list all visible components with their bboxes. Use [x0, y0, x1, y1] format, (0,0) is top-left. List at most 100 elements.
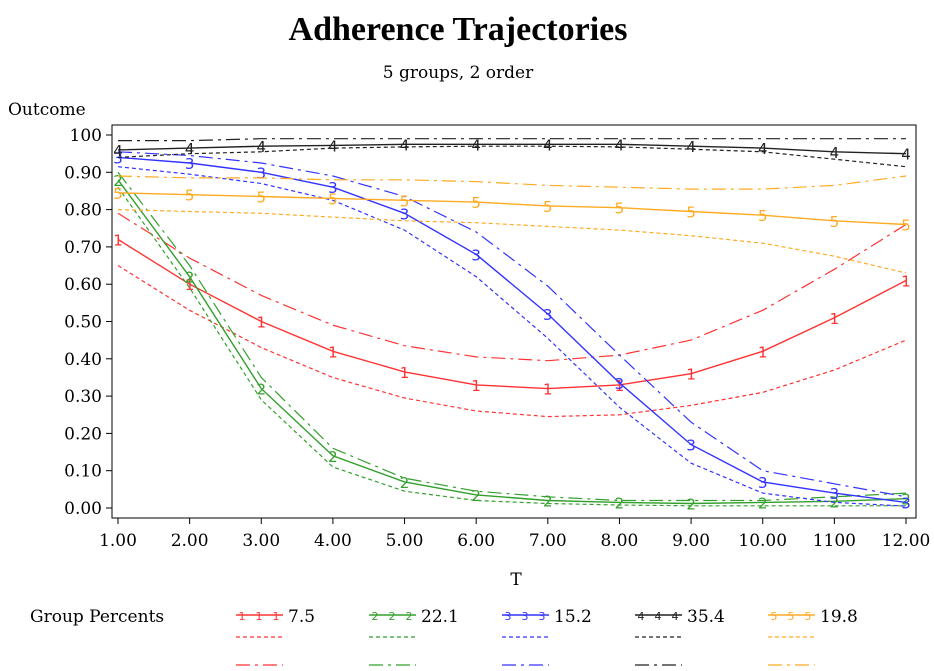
legend-marker-1: 1 — [239, 610, 246, 623]
series-2-line — [117, 179, 907, 505]
series-5-point: 5 — [615, 200, 625, 218]
series-1-upper-ci — [117, 212, 907, 362]
series-1-point: 1 — [543, 381, 553, 399]
series-2-point: 2 — [901, 491, 911, 509]
legend-marker-2: 2 — [406, 610, 413, 623]
series-5-point: 5 — [543, 198, 553, 216]
x-tick-label: 7.00 — [529, 531, 567, 551]
legend-marker-2: 2 — [389, 610, 396, 623]
legend-marker-5: 5 — [805, 610, 812, 623]
x-tick-label: 12.00 — [882, 531, 931, 551]
legend-marker-3: 3 — [505, 610, 512, 623]
series-3-point: 3 — [113, 149, 123, 167]
series-4-point: 4 — [830, 144, 840, 162]
series-5-point: 5 — [256, 189, 266, 207]
series-4-point: 4 — [328, 137, 338, 155]
series-3-upper-ci — [117, 151, 907, 498]
series-4-point: 4 — [113, 142, 123, 160]
series-3-lower-ci — [117, 166, 907, 507]
x-tick-label: 2.00 — [171, 531, 209, 551]
series-1-point: 1 — [901, 272, 911, 290]
y-tick-label: 0.00 — [64, 499, 102, 519]
series-2-lower-ci — [117, 186, 906, 507]
legend-percent-2: 22.1 — [421, 607, 459, 627]
series-2-point: 2 — [113, 172, 123, 190]
legend-marker-4: 4 — [672, 610, 679, 623]
series-2-point: 2 — [758, 494, 768, 512]
y-tick-label: 0.90 — [64, 163, 102, 183]
y-tick-label: 0.60 — [64, 275, 102, 295]
y-tick-label: 0.80 — [64, 201, 102, 221]
series-5-point: 5 — [400, 192, 410, 210]
series-5-point: 5 — [185, 187, 195, 205]
x-tick-label: 5.00 — [386, 531, 424, 551]
series-3-point: 3 — [543, 306, 553, 324]
series-3-point: 3 — [185, 155, 195, 173]
y-axis-label: Outcome — [8, 100, 86, 120]
series-2-point: 2 — [328, 448, 338, 466]
series-1-point: 1 — [615, 377, 625, 395]
series-4-point: 4 — [256, 138, 266, 156]
series-1-point: 1 — [113, 231, 123, 249]
x-tick-label: 10.00 — [738, 531, 787, 551]
axis-ticks: 0.00 0.10 0.20 0.30 0.40 0.50 0.60 0.70 0.80 0.90… — [64, 126, 930, 551]
series-5-lower-ci — [117, 209, 907, 274]
series-4-upper-ci — [118, 138, 906, 142]
legend-marker-4: 4 — [655, 610, 662, 623]
legend-marker-1: 1 — [273, 610, 280, 623]
x-tick-label: 8.00 — [601, 531, 639, 551]
y-tick-label: 0.20 — [64, 424, 102, 444]
legend-marker-2: 2 — [372, 610, 379, 623]
x-axis-label: T — [510, 570, 522, 590]
series-1-point: 1 — [185, 276, 195, 294]
legend-percent-4: 35.4 — [687, 607, 725, 627]
series-3-point: 3 — [830, 485, 840, 503]
series-4-lower-ci — [117, 145, 907, 168]
y-tick-label: 0.10 — [64, 462, 102, 482]
series-4-point: 4 — [901, 146, 911, 164]
legend-title: Group Percents — [30, 607, 164, 627]
series-3-point: 3 — [758, 474, 768, 492]
series-3-point: 3 — [686, 437, 696, 455]
series-3-point: 3 — [400, 205, 410, 223]
series-4-point: 4 — [543, 136, 553, 154]
series-1-point: 1 — [830, 310, 840, 328]
series-5-upper-ci — [117, 175, 907, 190]
series-1-point: 1 — [686, 366, 696, 384]
series-3-point: 3 — [471, 246, 481, 264]
series-2-point: 2 — [400, 474, 410, 492]
series-5-point: 5 — [758, 207, 768, 225]
series-5-point: 5 — [686, 203, 696, 221]
series-2-upper-ci — [117, 171, 907, 502]
legend-marker-3: 3 — [522, 610, 529, 623]
series-1-point: 1 — [758, 343, 768, 361]
series-5-point: 5 — [328, 190, 338, 208]
series-5-point: 5 — [471, 194, 481, 212]
series-1-point: 1 — [400, 364, 410, 382]
series-4-line — [117, 143, 907, 155]
series-5-point: 5 — [113, 185, 123, 203]
x-tick-label: 4.00 — [314, 531, 352, 551]
legend-marker-1: 1 — [256, 610, 263, 623]
series-4-point: 4 — [400, 136, 410, 154]
series-3-point: 3 — [328, 179, 338, 197]
legend-percent-1: 7.5 — [288, 607, 315, 627]
x-tick-label: 9.00 — [672, 531, 710, 551]
series-4-point: 4 — [185, 140, 195, 158]
plot-frame — [111, 124, 917, 519]
series-4-point: 4 — [471, 136, 481, 154]
y-tick-label: 0.70 — [64, 238, 102, 258]
series-4-point: 4 — [758, 140, 768, 158]
legend-marker-5: 5 — [788, 610, 795, 623]
y-tick-label: 100 — [70, 126, 102, 146]
y-tick-label: 0.50 — [64, 313, 102, 333]
legend-marker-4: 4 — [638, 610, 645, 623]
series-4-point: 4 — [686, 138, 696, 156]
y-tick-label: 0.30 — [64, 387, 102, 407]
series-2-point: 2 — [686, 496, 696, 514]
x-tick-label: 1100 — [813, 531, 856, 551]
series-3-point: 3 — [615, 375, 625, 393]
series-2-point: 2 — [185, 269, 195, 287]
series-5-point: 5 — [830, 213, 840, 231]
